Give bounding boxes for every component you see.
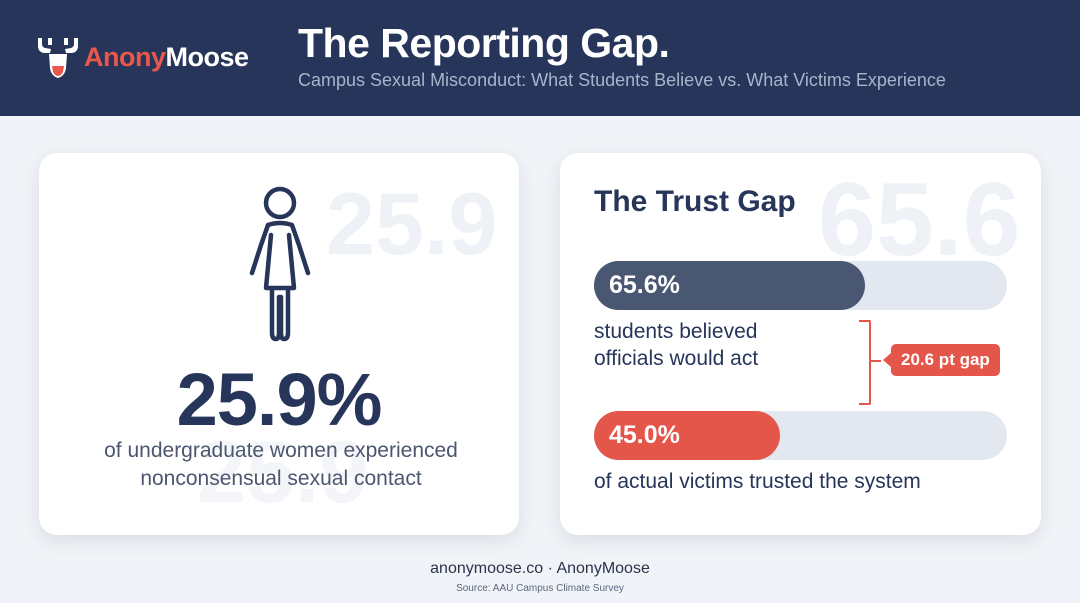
gap-badge: 20.6 pt gap: [883, 344, 1000, 376]
belief-caption-line1: students believed: [594, 320, 758, 343]
main-stat-description: of undergraduate women experienced nonco…: [39, 437, 519, 493]
trust-gap-card: 65.6 The Trust Gap 65.6% students believ…: [560, 153, 1041, 535]
header-banner: AnonyMoose The Reporting Gap. Campus Sex…: [0, 0, 1080, 116]
woman-icon: [249, 186, 311, 342]
gap-bracket: [859, 320, 871, 405]
moose-logo-icon: [38, 38, 78, 78]
brand-name: AnonyMoose: [84, 42, 249, 73]
footer-site-link[interactable]: anonymoose.co · AnonyMoose: [430, 560, 650, 577]
trust-bar-caption: of actual victims trusted the system: [594, 470, 921, 493]
belief-caption-line2: officials would act: [594, 347, 759, 370]
page-title: The Reporting Gap.: [298, 20, 670, 66]
ghost-number-top: 25.9: [326, 174, 498, 273]
main-stat-description-line2: nonconsensual sexual contact: [140, 467, 422, 490]
main-stat-description-line1: of undergraduate women experienced: [104, 439, 458, 462]
belief-bar-track: 65.6%: [594, 261, 1007, 310]
main-stat-value: 25.9%: [176, 358, 383, 441]
trust-bar-fill: [594, 411, 780, 460]
gap-bracket-connector: [871, 360, 881, 362]
trust-bar-track: 45.0%: [594, 411, 1007, 460]
ghost-number-right: 65.6: [818, 162, 1021, 278]
stat-card: 25.9 25.9 25.9% of undergraduate women e…: [39, 153, 519, 535]
trust-bar-label: 45.0%: [609, 421, 680, 449]
belief-bar-fill: [594, 261, 865, 310]
ghost-number-bottom: 25.9: [197, 422, 369, 521]
footer-source: Source: AAU Campus Climate Survey: [456, 583, 624, 594]
trust-gap-title: The Trust Gap: [594, 185, 796, 218]
page-subtitle: Campus Sexual Misconduct: What Students …: [298, 70, 946, 90]
brand-name-part1: Anony: [84, 42, 166, 72]
brand-name-part2: Moose: [165, 42, 250, 72]
belief-bar-caption: students believed officials would act: [594, 318, 758, 372]
belief-bar-label: 65.6%: [609, 271, 680, 299]
